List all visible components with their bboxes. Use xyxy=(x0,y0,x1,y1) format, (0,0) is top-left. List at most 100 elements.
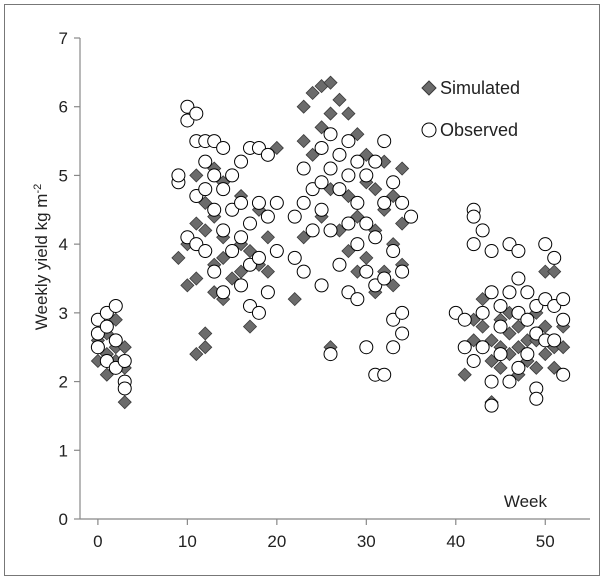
simulated-point xyxy=(395,161,410,176)
observed-point xyxy=(260,209,275,224)
observed-point xyxy=(359,168,374,183)
simulated-point xyxy=(189,216,204,231)
chart-frame: 0 1 2 3 4 5 6 7 0 10 20 30 40 50 Weekly yield kg m-2 … xyxy=(4,4,600,576)
simulated-point xyxy=(171,250,186,265)
simulated-point xyxy=(296,134,311,149)
observed-point xyxy=(359,216,374,231)
observed-point xyxy=(198,154,213,169)
observed-point xyxy=(493,319,508,334)
observed-point xyxy=(323,161,338,176)
observed-point xyxy=(377,195,392,210)
observed-point xyxy=(475,223,490,238)
observed-point xyxy=(216,140,231,155)
observed-point xyxy=(386,175,401,190)
simulated-point xyxy=(180,278,195,293)
simulated-point xyxy=(117,395,132,410)
simulated-point xyxy=(547,264,562,279)
simulated-point xyxy=(198,340,213,355)
observed-point xyxy=(216,182,231,197)
observed-point xyxy=(404,209,419,224)
simulated-point xyxy=(198,223,213,238)
observed-point xyxy=(484,374,499,389)
observed-point xyxy=(377,271,392,286)
simulated-point xyxy=(323,106,338,121)
simulated-point xyxy=(287,292,302,307)
legend: Simulated Observed xyxy=(421,78,520,140)
observed-point xyxy=(171,168,186,183)
observed-point xyxy=(520,347,535,362)
observed-point xyxy=(475,340,490,355)
observed-point xyxy=(314,140,329,155)
y-tick-label: 1 xyxy=(59,441,68,460)
y-tick-label: 3 xyxy=(59,304,68,323)
observed-point xyxy=(314,278,329,293)
x-axis-title: Week xyxy=(504,492,548,511)
observed-point xyxy=(350,195,365,210)
observed-point xyxy=(260,285,275,300)
observed-point xyxy=(234,278,249,293)
simulated-point xyxy=(189,168,204,183)
observed-point xyxy=(323,347,338,362)
observed-point xyxy=(556,367,571,382)
observed-point xyxy=(520,312,535,327)
y-tick-label: 2 xyxy=(59,373,68,392)
observed-point xyxy=(225,168,240,183)
simulated-point xyxy=(260,230,275,245)
observed-point xyxy=(207,168,222,183)
observed-point xyxy=(493,298,508,313)
observed-point xyxy=(547,250,562,265)
observed-point xyxy=(547,333,562,348)
observed-point xyxy=(314,175,329,190)
observed-point xyxy=(341,134,356,149)
observed-point xyxy=(108,333,123,348)
observed-point xyxy=(207,264,222,279)
observed-point xyxy=(377,367,392,382)
observed-point xyxy=(538,237,553,252)
observed-point xyxy=(529,391,544,406)
simulated-point xyxy=(332,92,347,107)
observed-point xyxy=(520,285,535,300)
y-axis-title: Weekly yield kg m-2 xyxy=(32,184,51,330)
simulated-point xyxy=(368,182,383,197)
observed-point xyxy=(457,312,472,327)
simulated-point xyxy=(529,360,544,375)
x-tick-label: 20 xyxy=(267,532,286,551)
observed-point xyxy=(368,230,383,245)
observed-point xyxy=(117,381,132,396)
simulated-point xyxy=(260,264,275,279)
observed-point xyxy=(377,134,392,149)
observed-point xyxy=(234,154,249,169)
observed-point xyxy=(251,195,266,210)
x-tick-label: 30 xyxy=(357,532,376,551)
observed-point xyxy=(323,223,338,238)
observed-point xyxy=(260,147,275,162)
simulated-point xyxy=(538,347,553,362)
observed-point xyxy=(511,271,526,286)
observed-point xyxy=(395,264,410,279)
simulated-point xyxy=(341,106,356,121)
simulated-point xyxy=(538,319,553,334)
x-tick-label: 10 xyxy=(178,532,197,551)
legend-simulated-marker xyxy=(421,80,437,96)
observed-point xyxy=(502,285,517,300)
observed-point xyxy=(341,216,356,231)
observed-point xyxy=(287,209,302,224)
simulated-point xyxy=(359,250,374,265)
observed-point xyxy=(475,305,490,320)
observed-point xyxy=(466,237,481,252)
observed-point xyxy=(314,202,329,217)
observed-point xyxy=(457,340,472,355)
observed-point xyxy=(234,230,249,245)
observed-point xyxy=(251,305,266,320)
simulated-point xyxy=(314,120,329,135)
observed-point xyxy=(484,285,499,300)
simulated-point xyxy=(386,188,401,204)
simulated-point xyxy=(198,326,213,341)
y-tick-label: 6 xyxy=(59,98,68,117)
simulated-point xyxy=(269,140,284,156)
legend-simulated-label: Simulated xyxy=(440,78,520,98)
y-tick-label: 4 xyxy=(59,235,68,254)
simulated-point xyxy=(475,319,490,334)
observed-point xyxy=(234,195,249,210)
observed-point xyxy=(198,182,213,197)
